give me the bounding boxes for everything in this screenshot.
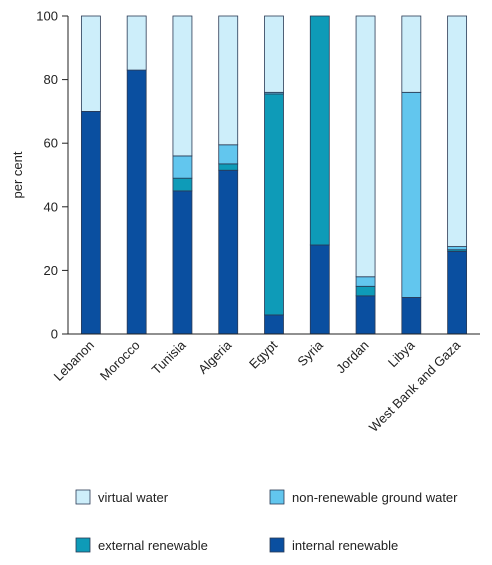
bar-segment	[447, 246, 468, 251]
bar-segment	[309, 15, 330, 246]
bar-segment	[172, 15, 193, 157]
x-tick-label: West Bank and Gaza	[366, 337, 464, 435]
x-tick-label: Algeria	[195, 337, 235, 377]
bar-segment	[218, 163, 239, 171]
legend-label: non-renewable ground water	[292, 490, 458, 505]
bar-segment	[126, 15, 147, 71]
y-tick-label: 80	[44, 72, 58, 87]
bar-segment	[218, 15, 239, 146]
y-axis-title: per cent	[10, 151, 25, 198]
bar-segment	[355, 15, 376, 278]
bar-segment	[172, 177, 193, 192]
bar-segment	[355, 276, 376, 287]
x-axis: Lebanon Morocco Tunisia Algeria Egypt Syria Jo…	[51, 333, 480, 435]
bar-segment	[80, 111, 101, 335]
legend-swatch	[269, 489, 285, 505]
bar-segment	[264, 15, 284, 93]
x-tick-label: Egypt	[246, 337, 280, 371]
bar-segment	[264, 314, 284, 335]
bar-segment	[309, 244, 330, 335]
bar-segment	[218, 169, 239, 335]
legend: virtual water non-renewable ground water e…	[75, 489, 458, 553]
y-tick-label: 20	[44, 263, 58, 278]
y-tick-label: 40	[44, 199, 58, 214]
legend-label: internal renewable	[292, 538, 398, 553]
x-tick-label: Jordan	[333, 338, 372, 377]
bar-segment	[264, 93, 284, 316]
bar-segment	[355, 285, 376, 297]
bar-segment	[218, 144, 239, 165]
x-tick-label: Tunisia	[149, 337, 189, 377]
legend-swatch	[75, 537, 91, 553]
bar-segment	[355, 295, 376, 335]
y-axis: 0 20 40 60 80 100	[36, 9, 69, 342]
y-tick-label: 0	[51, 327, 58, 342]
legend-swatch	[75, 489, 91, 505]
bar-segment	[447, 15, 468, 247]
x-tick-label: Libya	[385, 337, 418, 370]
bar-segment	[401, 91, 422, 298]
y-tick-label: 60	[44, 136, 58, 151]
bar-segment	[80, 15, 101, 112]
bar-segment	[447, 250, 468, 335]
bar-segment	[401, 297, 422, 335]
bar-segment	[172, 155, 193, 179]
y-tick-label: 100	[36, 9, 58, 24]
bar-segment	[172, 190, 193, 335]
x-tick-label: Lebanon	[51, 338, 97, 384]
bars	[80, 15, 468, 335]
legend-swatch	[269, 537, 285, 553]
x-tick-label: Morocco	[97, 338, 143, 384]
x-tick-label: Syria	[294, 337, 326, 369]
bar-segment	[126, 69, 147, 335]
legend-label: virtual water	[98, 490, 169, 505]
legend-label: external renewable	[98, 538, 208, 553]
bar-segment	[401, 15, 422, 93]
